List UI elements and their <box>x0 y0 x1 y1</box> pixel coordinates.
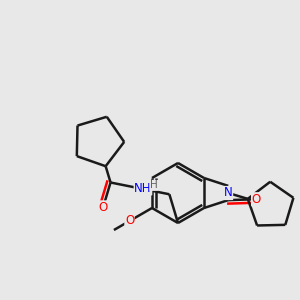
Text: O: O <box>125 214 134 227</box>
Text: O: O <box>98 201 108 214</box>
Text: H: H <box>150 180 158 190</box>
Text: NH: NH <box>134 182 152 195</box>
Text: O: O <box>252 193 261 206</box>
Text: N: N <box>224 187 233 200</box>
